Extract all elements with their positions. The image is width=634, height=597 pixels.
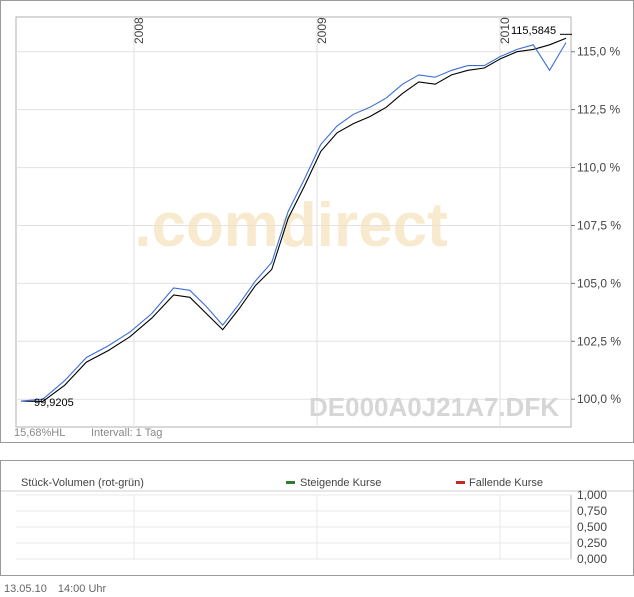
y-tick-label: 112,5 %: [577, 103, 620, 117]
footer: 13.05.10 14:00 Uhr: [4, 583, 114, 595]
y-tick-label: 115,0 %: [577, 45, 620, 59]
footer-left-label: 15,68%HL: [14, 427, 65, 439]
interval-label: Intervall: 1 Tag: [91, 427, 162, 439]
volume-y-tick-label: 0,250: [577, 536, 607, 550]
x-tick-label: 2010: [498, 17, 512, 44]
volume-y-tick-label: 0,000: [577, 552, 607, 566]
price-chart: .comdirect DE000A0J21A7.DFK 2008 2009 2010…: [14, 16, 621, 439]
footer-date: 13.05.10: [4, 583, 47, 595]
series-line-black: [20, 37, 567, 403]
price-chart-panel: .comdirect DE000A0J21A7.DFK 2008 2009 2010…: [0, 0, 634, 443]
volume-title: Stück-Volumen (rot-grün): [21, 477, 144, 489]
plot-area-border: [15, 16, 572, 428]
watermark: .comdirect: [134, 191, 448, 260]
legend-rising-label: Steigende Kurse: [300, 477, 381, 489]
y-tick-label: 100,0 %: [577, 392, 621, 406]
volume-y-tick-label: 0,750: [577, 504, 607, 518]
x-tick-label: 2009: [315, 17, 329, 44]
series-line-blue: [20, 42, 567, 402]
volume-chart: Stück-Volumen (rot-grün) Steigende Kurse…: [1, 477, 633, 566]
footer-time: 14:00 Uhr: [57, 583, 107, 595]
y-tick-label: 105,0 %: [577, 276, 621, 290]
start-value-label: 99,9205: [34, 397, 74, 409]
volume-y-tick-label: 1,000: [577, 488, 607, 502]
end-value-label: 115,5845: [511, 25, 556, 37]
x-tick-label: 2008: [132, 17, 146, 44]
y-tick-label: 107,5 %: [577, 218, 621, 232]
y-tick-label: 102,5 %: [577, 334, 621, 348]
isin-label: DE000A0J21A7.DFK: [309, 392, 559, 422]
volume-y-tick-label: 0,500: [577, 520, 607, 534]
legend-rising-swatch: [286, 481, 295, 484]
legend-falling-label: Fallende Kurse: [469, 477, 543, 489]
legend-falling-swatch: [456, 481, 465, 484]
volume-chart-panel: Stück-Volumen (rot-grün) Steigende Kurse…: [0, 460, 634, 576]
y-tick-label: 110,0 %: [577, 161, 620, 175]
